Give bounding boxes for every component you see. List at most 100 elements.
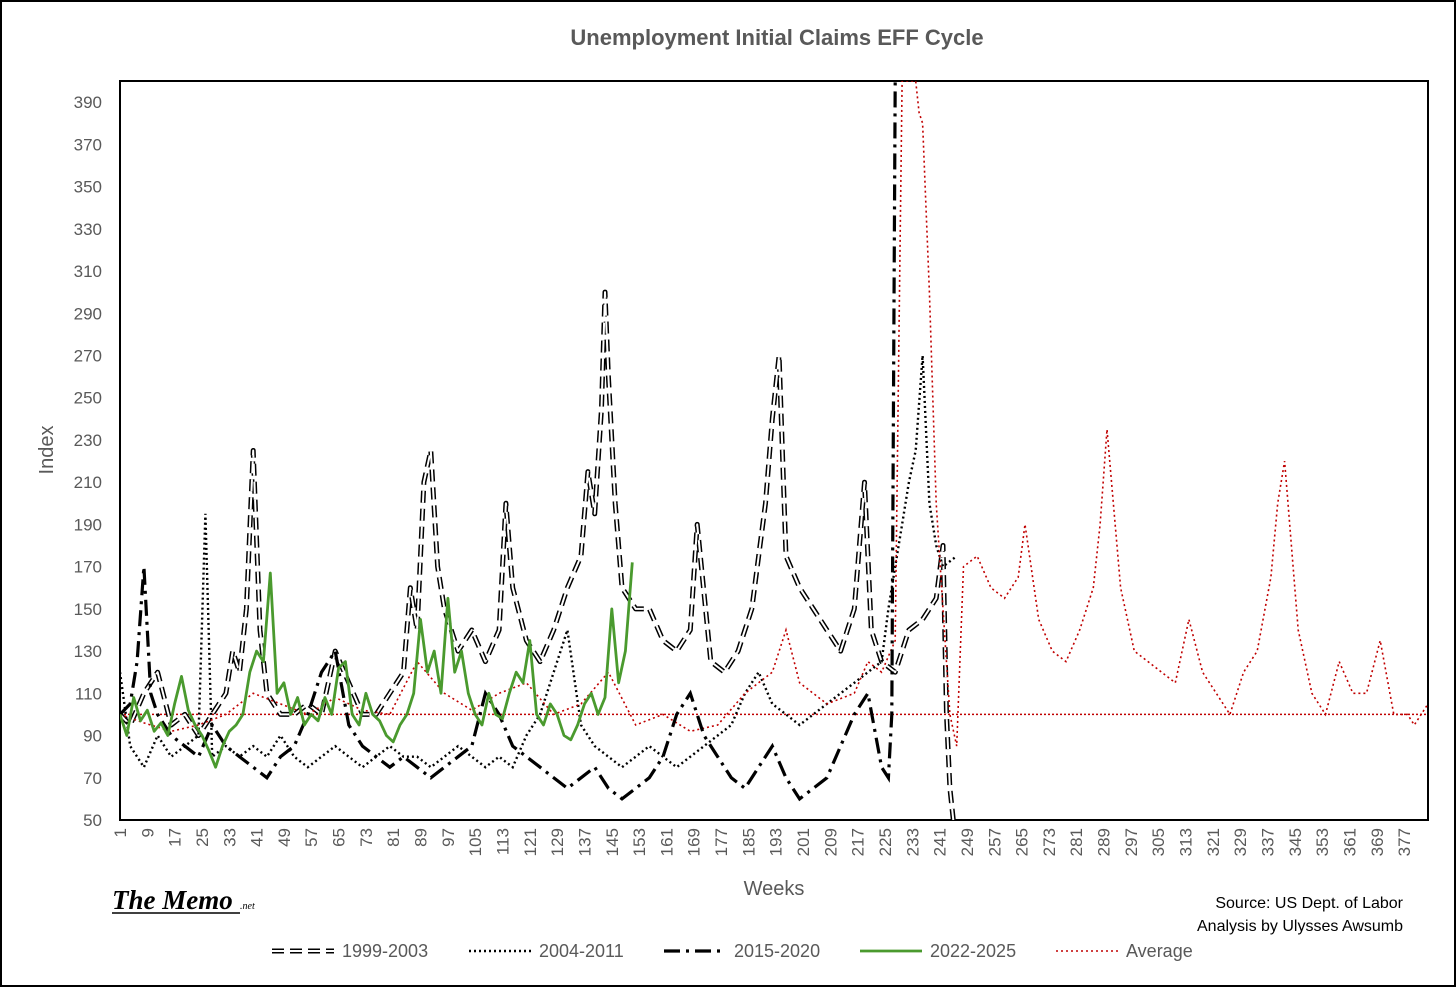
y-tick-label: 130 (74, 642, 102, 661)
y-tick-label: 270 (74, 346, 102, 365)
x-tick-label: 249 (958, 828, 977, 856)
x-tick-label: 105 (466, 828, 485, 856)
x-tick-label: 329 (1231, 828, 1250, 856)
source-line-1: Source: US Dept. of Labor (1215, 895, 1403, 912)
series-1999-2003 (120, 289, 956, 820)
x-tick-label: 137 (575, 828, 594, 856)
legend-average: Average (1056, 941, 1193, 961)
x-tick-label: 177 (712, 828, 731, 856)
brand-suffix: .net (240, 901, 255, 912)
x-tick-label: 65 (330, 828, 349, 847)
series-2015-2020-line (120, 81, 897, 802)
series-average (120, 81, 1428, 747)
x-tick-label: 337 (1258, 828, 1277, 856)
y-tick-label: 70 (83, 769, 102, 788)
series-layer (120, 81, 1428, 820)
chart-title: Unemployment Initial Claims EFF Cycle (570, 25, 983, 50)
x-tick-label: 377 (1395, 828, 1414, 856)
y-tick-label: 90 (83, 727, 102, 746)
legend-average-label: Average (1126, 941, 1193, 961)
source-line-2: Analysis by Ulysses Awsumb (1197, 918, 1403, 935)
x-tick-label: 129 (548, 828, 567, 856)
y-tick-label: 390 (74, 93, 102, 112)
series-2022-2025 (120, 562, 634, 769)
y-tick-label: 310 (74, 262, 102, 281)
x-tick-label: 225 (876, 828, 895, 856)
x-tick-label: 121 (521, 828, 540, 856)
legend-2022-2025: 2022-2025 (860, 941, 1016, 961)
series-2015-2020 (120, 81, 897, 802)
x-tick-label: 265 (1013, 828, 1032, 856)
y-tick-label: 150 (74, 600, 102, 619)
x-tick-label: 97 (439, 828, 458, 847)
legend-1999-2003: 1999-2003 (272, 941, 428, 961)
x-tick-label: 289 (1095, 828, 1114, 856)
legend-2004-2011: 2004-2011 (469, 941, 624, 961)
series-2022-2025-line (120, 562, 634, 769)
y-tick-label: 370 (74, 135, 102, 154)
x-axis-label: Weeks (744, 878, 805, 900)
x-tick-label: 153 (630, 828, 649, 856)
brand-name: The Memo (112, 885, 233, 915)
legend-2015-2020-label: 2015-2020 (734, 941, 820, 961)
y-tick-label: 250 (74, 389, 102, 408)
x-tick-label: 57 (302, 828, 321, 847)
x-tick-label: 41 (248, 828, 267, 847)
series-average-line (120, 81, 1428, 747)
x-tick-label: 1 (111, 828, 130, 837)
y-axis: 50 70 90 110 130 150 170 190 210 230 250 270 290 310 3… (74, 93, 102, 830)
y-tick-label: 230 (74, 431, 102, 450)
x-tick-label: 145 (603, 828, 622, 856)
x-tick-label: 113 (493, 828, 512, 855)
x-tick-label: 345 (1286, 828, 1305, 856)
legend-2015-2020: 2015-2020 (664, 941, 820, 961)
x-tick-label: 353 (1313, 828, 1332, 856)
legend-2022-2025-label: 2022-2025 (930, 941, 1016, 961)
brand-logo: The Memo .net (112, 885, 255, 915)
x-tick-label: 33 (220, 828, 239, 847)
y-tick-label: 190 (74, 515, 102, 534)
x-tick-label: 25 (193, 828, 212, 847)
legend-1999-2003-label: 1999-2003 (342, 941, 428, 961)
x-tick-label: 233 (903, 828, 922, 856)
x-tick-label: 257 (985, 828, 1004, 856)
x-tick-label: 361 (1340, 828, 1359, 856)
x-tick-label: 321 (1204, 828, 1223, 856)
plot-area (119, 80, 1429, 821)
series-2004-2011-line (120, 355, 958, 770)
series-1999-2003-line-outer (120, 289, 956, 820)
x-tick-label: 185 (739, 828, 758, 856)
x-tick-label: 297 (1122, 828, 1141, 856)
x-tick-label: 313 (1177, 828, 1196, 856)
x-tick-label: 89 (412, 828, 431, 847)
x-tick-label: 209 (821, 828, 840, 856)
x-tick-label: 193 (767, 828, 786, 856)
y-axis-label: Index (36, 426, 58, 475)
x-tick-label: 49 (275, 828, 294, 847)
x-tick-label: 201 (794, 828, 813, 856)
x-tick-label: 217 (849, 828, 868, 856)
y-tick-label: 110 (75, 684, 102, 703)
x-tick-label: 369 (1368, 828, 1387, 856)
x-tick-label: 241 (931, 828, 950, 856)
y-tick-label: 290 (74, 304, 102, 323)
series-1999-2003-line-inner (120, 291, 955, 820)
x-tick-label: 73 (357, 828, 376, 847)
x-tick-label: 81 (384, 828, 403, 847)
legend-2004-2011-label: 2004-2011 (539, 941, 624, 961)
x-axis: 1 9 17 25 33 41 49 57 65 73 81 89 97 105 113 121 129 137 1… (111, 828, 1414, 856)
x-tick-label: 273 (1040, 828, 1059, 856)
x-tick-label: 9 (138, 828, 157, 837)
y-tick-label: 50 (83, 811, 102, 830)
x-tick-label: 169 (685, 828, 704, 856)
legend: 1999-2003 2004-2011 2015-2020 2022-2025 Aver… (272, 941, 1193, 961)
series-2004-2011 (120, 355, 958, 770)
x-tick-label: 17 (166, 828, 185, 847)
x-tick-label: 281 (1067, 828, 1086, 856)
x-tick-label: 161 (657, 828, 676, 856)
y-tick-label: 210 (74, 473, 102, 492)
x-tick-label: 305 (1149, 828, 1168, 856)
y-tick-label: 350 (74, 178, 102, 197)
